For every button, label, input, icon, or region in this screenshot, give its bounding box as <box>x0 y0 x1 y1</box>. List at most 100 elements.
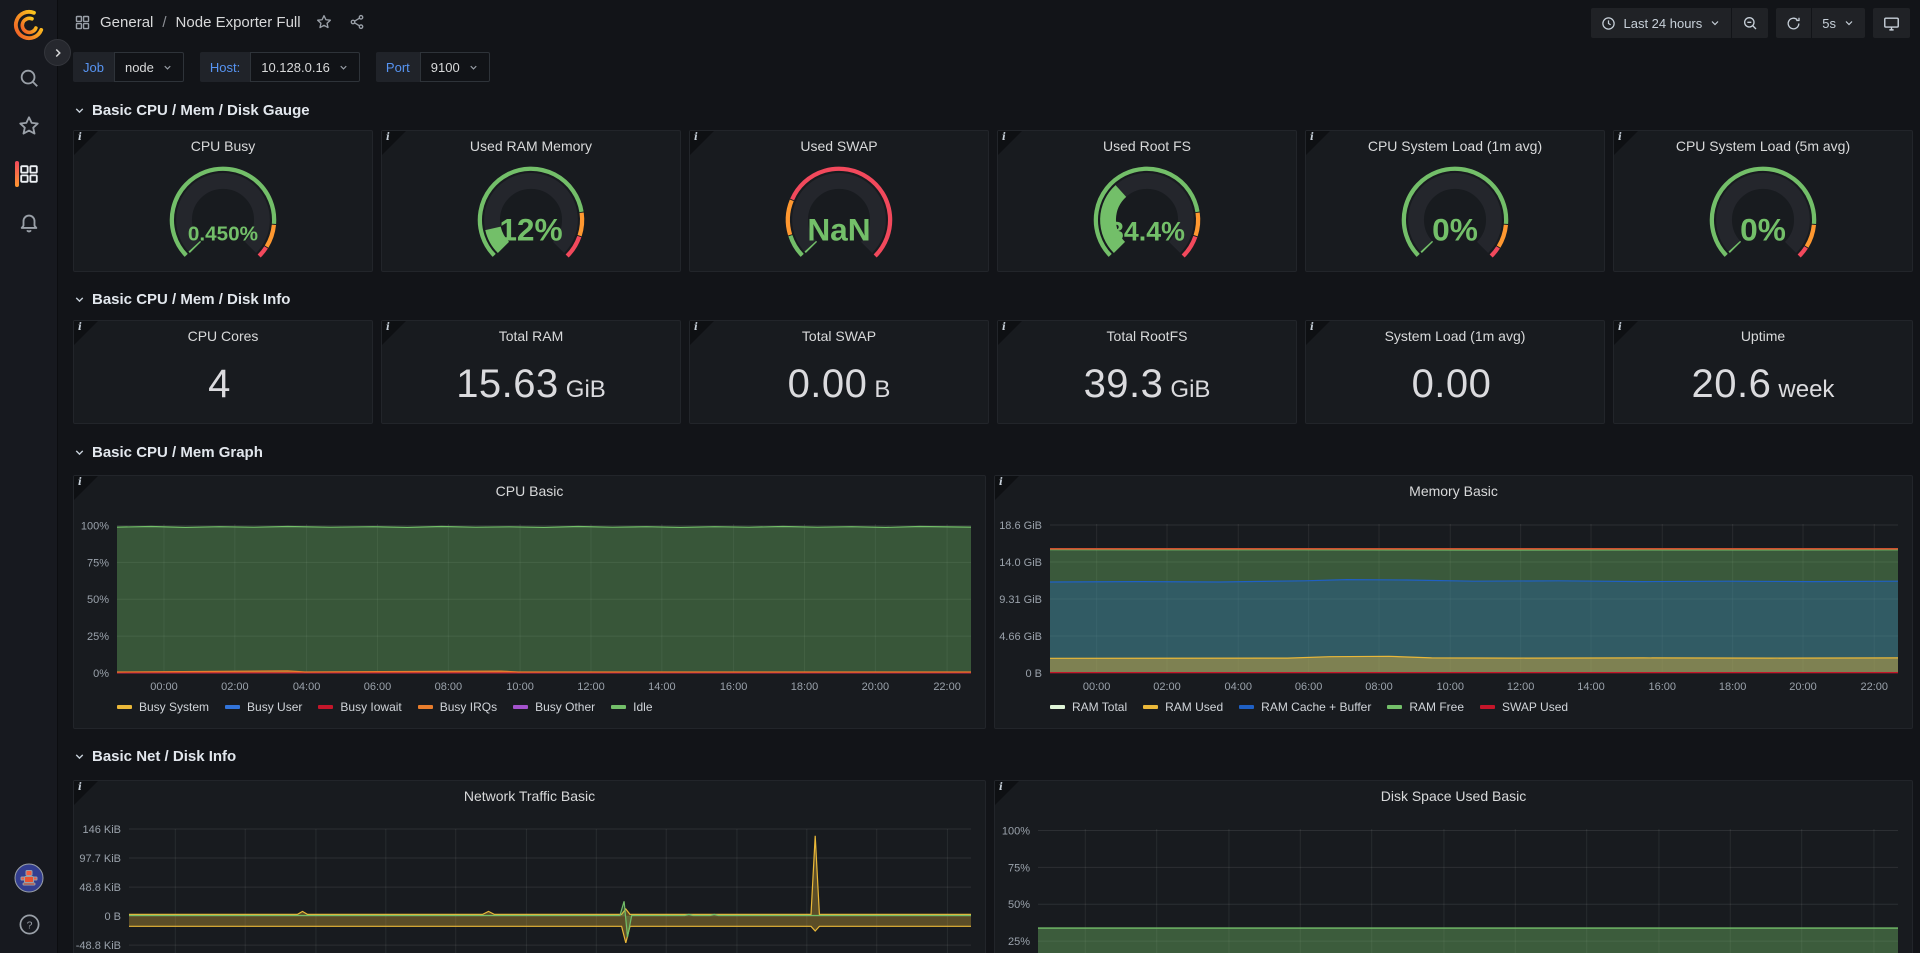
panel-title[interactable]: Disk Space Used Basic <box>1380 788 1527 804</box>
svg-text:06:00: 06:00 <box>364 681 392 693</box>
panel-load-5m[interactable]: i CPU System Load (5m avg) 0% <box>1613 130 1913 272</box>
legend-item[interactable]: SWAP Used <box>1480 700 1568 714</box>
panel-info-icon[interactable]: i <box>74 781 98 805</box>
panel-info-icon[interactable]: i <box>690 131 714 155</box>
panel-network-traffic-basic[interactable]: i Network Traffic Basic 146 KiB 97.7 KiB 4… <box>73 780 986 953</box>
panel-title[interactable]: Used RAM Memory <box>469 138 593 154</box>
breadcrumb-folder[interactable]: General <box>100 13 154 31</box>
panel-title[interactable]: CPU Busy <box>190 138 256 154</box>
variable-host-value[interactable]: 10.128.0.16 <box>250 52 360 82</box>
panel-title[interactable]: System Load (1m avg) <box>1384 328 1526 344</box>
sidebar-item-help[interactable]: ? <box>0 904 58 944</box>
panel-info-icon[interactable]: i <box>382 131 406 155</box>
panel-info-icon[interactable]: i <box>995 781 1019 805</box>
legend-item[interactable]: Busy Other <box>513 700 595 714</box>
sidebar-expand-button[interactable] <box>44 39 71 66</box>
chevron-down-icon <box>75 296 84 302</box>
row-header-net-disk[interactable]: Basic Net / Disk Info <box>73 746 236 766</box>
legend-item[interactable]: Busy Iowait <box>318 700 402 714</box>
legend-item[interactable]: Busy User <box>225 700 302 714</box>
panel-used-ram[interactable]: i Used RAM Memory 12% <box>381 130 681 272</box>
favorite-star-icon[interactable] <box>316 14 332 30</box>
row-header-info[interactable]: Basic CPU / Mem / Disk Info <box>73 289 290 309</box>
panel-title[interactable]: CPU Cores <box>187 328 259 344</box>
panel-title[interactable]: Memory Basic <box>1409 483 1498 499</box>
stat-value: 15.63 <box>456 361 559 406</box>
panel-title[interactable]: Total SWAP <box>801 328 877 344</box>
panel-info-icon[interactable]: i <box>1614 131 1638 155</box>
zoom-out-button[interactable] <box>1732 8 1769 38</box>
legend-item[interactable]: Busy IRQs <box>417 700 497 714</box>
panel-disk-space-used-basic[interactable]: i Disk Space Used Basic 100%75%50%25%0% <box>994 780 1913 953</box>
sidebar-item-search[interactable] <box>0 58 58 98</box>
legend-swatch <box>417 705 433 709</box>
panel-info-icon[interactable]: i <box>74 476 98 500</box>
panel-info-icon[interactable]: i <box>74 131 98 155</box>
sidebar-item-alerting[interactable] <box>0 202 58 242</box>
refresh-interval-picker[interactable]: 5s <box>1812 8 1865 38</box>
panel-total-ram[interactable]: i Total RAM 15.63 GiB <box>381 320 681 424</box>
svg-text:100%: 100% <box>81 520 109 532</box>
apps-grid-icon <box>74 14 91 31</box>
svg-text:?: ? <box>26 919 32 931</box>
legend-swatch <box>1050 705 1065 709</box>
dashboard-title[interactable]: Node Exporter Full <box>175 13 301 31</box>
stat-value: 20.6 <box>1691 361 1772 406</box>
panel-cpu-basic[interactable]: i CPU Basic 100% 75% 50% 25% 0% 00:00 02:00 04:… <box>73 475 986 729</box>
dashboards-grid-icon <box>20 165 38 183</box>
panel-info-icon[interactable]: i <box>74 321 98 345</box>
legend-item[interactable]: RAM Total <box>1050 700 1127 714</box>
panel-memory-basic[interactable]: i Memory Basic 18.6 GiB 14.0 GiB 9.31 GiB 4… <box>994 475 1913 729</box>
refresh-button[interactable] <box>1776 8 1812 38</box>
panel-title[interactable]: Total RAM <box>498 328 564 344</box>
panel-title[interactable]: CPU Basic <box>495 483 564 499</box>
panel-info-icon[interactable]: i <box>1306 321 1330 345</box>
legend-item[interactable]: RAM Used <box>1143 700 1223 714</box>
panel-title[interactable]: Network Traffic Basic <box>463 788 596 804</box>
panel-info-icon[interactable]: i <box>998 321 1022 345</box>
panel-info-icon[interactable]: i <box>998 131 1022 155</box>
kiosk-mode-button[interactable] <box>1873 8 1910 38</box>
panel-title[interactable]: CPU System Load (1m avg) <box>1367 138 1543 154</box>
share-icon[interactable] <box>349 14 365 30</box>
panel-info-icon[interactable]: i <box>995 476 1019 500</box>
panel-uptime[interactable]: i Uptime 20.6 week <box>1613 320 1913 424</box>
panel-info-icon[interactable]: i <box>1614 321 1638 345</box>
svg-text:10:00: 10:00 <box>506 681 534 693</box>
legend-item[interactable]: RAM Free <box>1387 700 1464 714</box>
panel-used-rootfs[interactable]: i Used Root FS 34.4% <box>997 130 1297 272</box>
sidebar-item-profile[interactable] <box>0 858 58 898</box>
breadcrumb: General / Node Exporter Full <box>74 14 365 31</box>
sidebar-item-starred[interactable] <box>0 106 58 146</box>
variable-port-value[interactable]: 9100 <box>419 52 490 82</box>
panel-system-load[interactable]: i System Load (1m avg) 0.00 <box>1305 320 1605 424</box>
panel-cpu-busy[interactable]: i CPU Busy 0.450% <box>73 130 373 272</box>
panel-title[interactable]: CPU System Load (5m avg) <box>1675 138 1851 154</box>
legend-item[interactable]: RAM Cache + Buffer <box>1239 700 1371 714</box>
panel-title[interactable]: Total RootFS <box>1106 328 1188 344</box>
row-header-gauge[interactable]: Basic CPU / Mem / Disk Gauge <box>73 100 310 120</box>
legend-item[interactable]: Idle <box>611 700 653 714</box>
panel-info-icon[interactable]: i <box>690 321 714 345</box>
panel-info-icon[interactable]: i <box>1306 131 1330 155</box>
variable-job-value[interactable]: node <box>113 52 184 82</box>
panel-used-swap[interactable]: i Used SWAP NaN <box>689 130 989 272</box>
grafana-logo[interactable] <box>12 8 46 42</box>
panel-title[interactable]: Uptime <box>1740 328 1786 344</box>
disk-space-chart: 100%75%50%25%0% <box>1002 825 1898 953</box>
legend-item[interactable]: Busy System <box>117 700 209 714</box>
sidebar-item-dashboards[interactable] <box>0 154 58 194</box>
row-header-graph[interactable]: Basic CPU / Mem Graph <box>73 442 263 462</box>
panel-load-1m[interactable]: i CPU System Load (1m avg) 0% <box>1305 130 1605 272</box>
panel-total-rootfs[interactable]: i Total RootFS 39.3 GiB <box>997 320 1297 424</box>
memory-basic-chart: 18.6 GiB 14.0 GiB 9.31 GiB 4.66 GiB 0 B 00:00… <box>999 520 1899 693</box>
panel-total-swap[interactable]: i Total SWAP 0.00 B <box>689 320 989 424</box>
svg-text:12:00: 12:00 <box>577 681 605 693</box>
panel-title[interactable]: Used Root FS <box>1103 138 1191 154</box>
panel-info-icon[interactable]: i <box>382 321 406 345</box>
chevron-down-icon <box>470 65 477 70</box>
panel-title[interactable]: Used SWAP <box>800 138 878 154</box>
time-range-picker[interactable]: Last 24 hours <box>1591 8 1732 38</box>
panel-cpu-cores[interactable]: i CPU Cores 4 <box>73 320 373 424</box>
